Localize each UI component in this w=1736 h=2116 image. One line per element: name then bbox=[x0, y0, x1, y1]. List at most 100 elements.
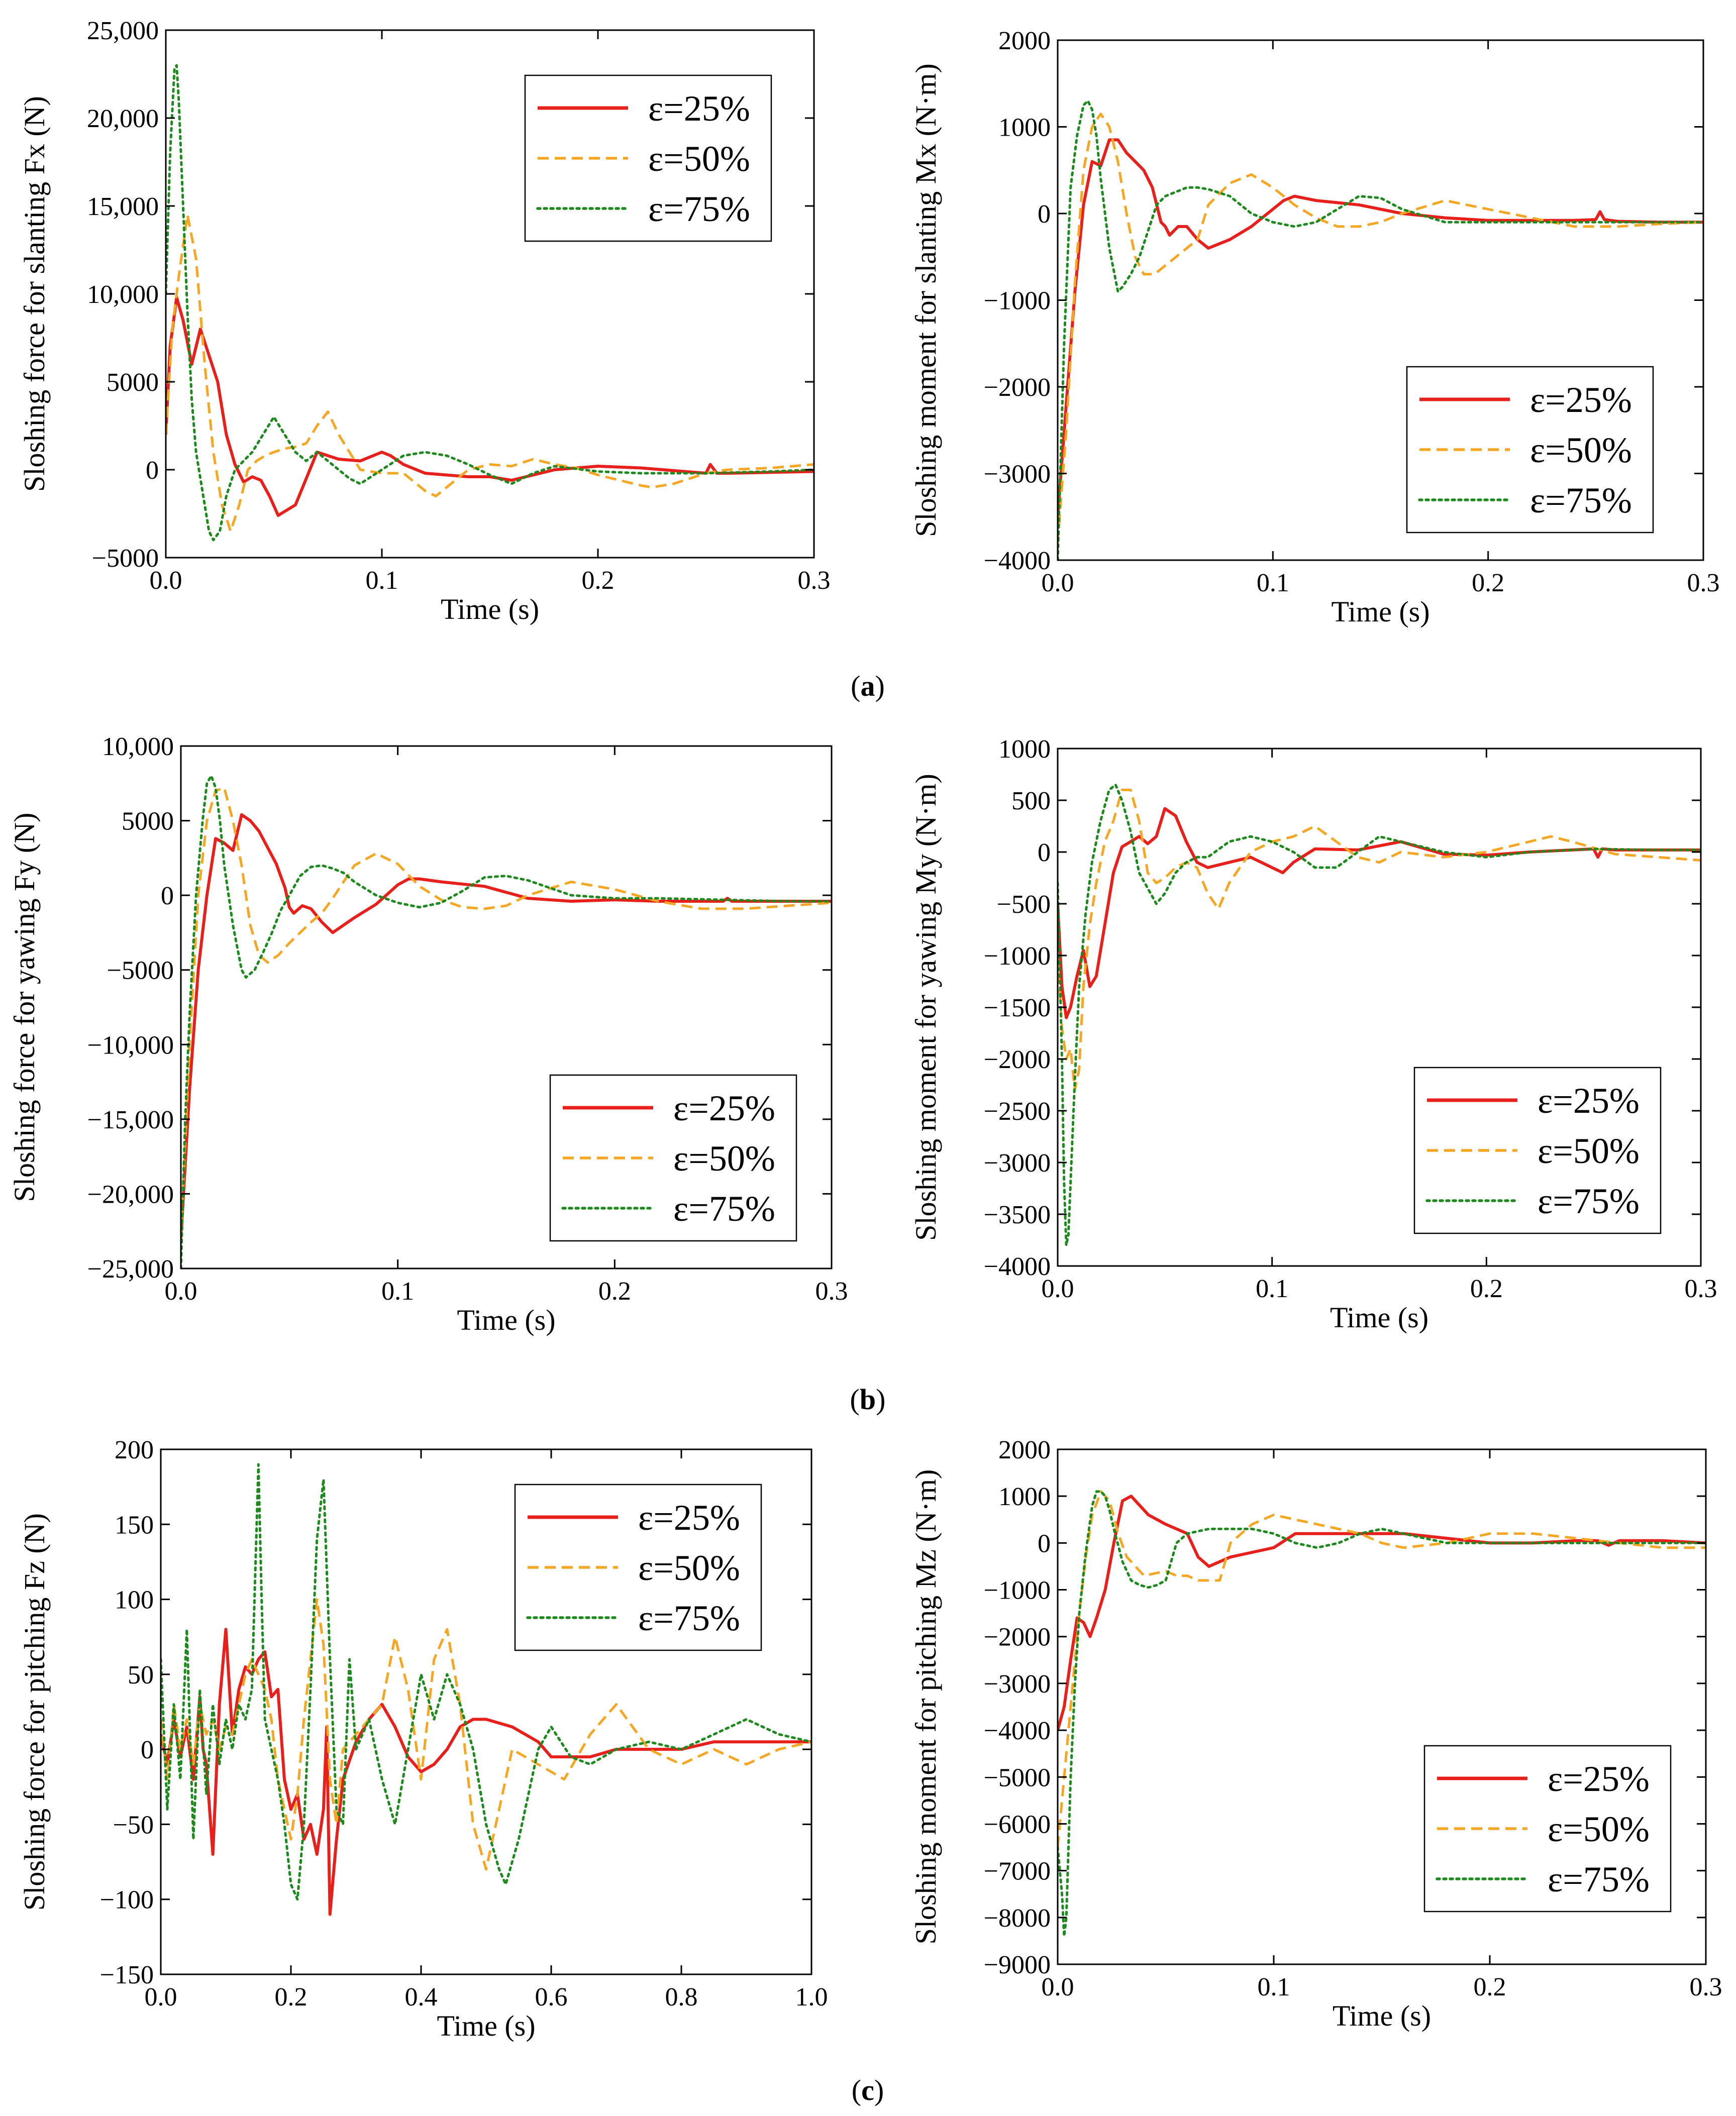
chart-sloshing-force-yawing-fy: 0.0 0.1 0.2 0.3 −25,000 −20,000 −15,000 −10,000… bbox=[8, 732, 848, 1336]
x-tick-label: 0.1 bbox=[1256, 1275, 1288, 1303]
legend-box bbox=[549, 1074, 797, 1242]
x-tick-label: 0.8 bbox=[665, 1983, 698, 2012]
x-tick-label: 0.3 bbox=[798, 566, 831, 595]
x-tick-label: 0.2 bbox=[1474, 1973, 1506, 2001]
legend-label: ε=25% bbox=[673, 1088, 775, 1128]
chart-sloshing-moment-pitching-mz: 0.0 0.1 0.2 0.3 −9000 −8000 −7000 −6000 −5000 −40… bbox=[909, 1436, 1722, 2032]
y-tick-label: −3000 bbox=[984, 1149, 1051, 1178]
y-tick-label: 2000 bbox=[998, 1436, 1051, 1464]
chart-sloshing-moment-yawing-my: 0.0 0.1 0.2 0.3 −4000 −3500 −3000 −2500 −2000 −15… bbox=[909, 735, 1717, 1334]
y-tick-label: −7000 bbox=[984, 1857, 1051, 1886]
caption-b: (b) bbox=[850, 1383, 886, 1416]
legend-label: ε=25% bbox=[638, 1498, 740, 1538]
legend-label: ε=50% bbox=[1530, 430, 1632, 470]
legend-label: ε=75% bbox=[648, 189, 750, 229]
series-line-75-percent bbox=[161, 1463, 811, 1901]
y-axis-title: Sloshing force for pitching Fz (N) bbox=[18, 1513, 51, 1911]
x-tick-label: 0.3 bbox=[815, 1277, 848, 1306]
y-tick-label: 10,000 bbox=[102, 732, 174, 761]
chart-sloshing-moment-slanting-mx: 0.0 0.1 0.2 0.3 −4000 −3000 −2000 −1000 0 1000 200… bbox=[909, 27, 1720, 628]
y-tick-label: −5000 bbox=[984, 1763, 1051, 1792]
y-tick-label: 0 bbox=[146, 456, 159, 485]
legend-label: ε=50% bbox=[673, 1138, 775, 1179]
legend-label: ε=50% bbox=[1538, 1131, 1640, 1171]
y-axis-title: Sloshing force for slanting Fx (N) bbox=[18, 96, 51, 492]
series-line-25-percent bbox=[1058, 807, 1701, 1019]
x-tick-label: 0.1 bbox=[381, 1277, 414, 1306]
x-tick-label: 0.1 bbox=[366, 566, 398, 595]
legend-label: ε=50% bbox=[638, 1548, 740, 1588]
series-line-50-percent bbox=[1058, 113, 1703, 543]
y-tick-label: 25,000 bbox=[87, 17, 159, 45]
legend-box bbox=[524, 74, 772, 242]
legend-label: ε=75% bbox=[1530, 480, 1632, 520]
y-axis-title: Sloshing force for yawing Fy (N) bbox=[8, 813, 41, 1202]
x-axis-title: Time (s) bbox=[437, 2009, 535, 2042]
y-tick-label: 2000 bbox=[998, 27, 1051, 55]
x-tick-label: 0.3 bbox=[1690, 1973, 1722, 2001]
x-tick-label: 0.1 bbox=[1258, 1973, 1290, 2001]
legend: ε=25% ε=50% ε=75% bbox=[549, 1074, 797, 1242]
y-tick-label: 0 bbox=[1038, 838, 1051, 867]
y-tick-label: 5000 bbox=[122, 807, 174, 836]
legend: ε=25% ε=50% ε=75% bbox=[1406, 366, 1654, 534]
x-tick-label: 1.0 bbox=[795, 1983, 828, 2012]
y-axis-title: Sloshing moment for pitching Mz (N·m) bbox=[909, 1469, 942, 1945]
y-tick-label: −2000 bbox=[984, 1045, 1051, 1074]
legend-box bbox=[1423, 1745, 1672, 1913]
plot-frame bbox=[180, 745, 833, 1269]
legend-label: ε=25% bbox=[1530, 380, 1632, 420]
y-tick-label: −10,000 bbox=[87, 1031, 174, 1060]
series-line-25-percent bbox=[161, 1628, 811, 1916]
legend-label: ε=25% bbox=[1538, 1081, 1640, 1121]
legend-label: ε=50% bbox=[648, 139, 750, 179]
legend: ε=25% ε=50% ε=75% bbox=[524, 74, 772, 242]
legend-box bbox=[1413, 1067, 1662, 1234]
x-axis-title: Time (s) bbox=[1330, 1301, 1428, 1334]
series-line-25-percent bbox=[1058, 138, 1703, 517]
legend-box bbox=[514, 1484, 762, 1651]
x-tick-label: 0.0 bbox=[1042, 1275, 1074, 1303]
x-tick-label: 0.2 bbox=[275, 1983, 308, 2012]
y-tick-label: −5000 bbox=[107, 957, 174, 985]
x-axis-title: Time (s) bbox=[457, 1304, 555, 1336]
legend-label: ε=75% bbox=[673, 1189, 775, 1229]
series-line-75-percent bbox=[1058, 1490, 1706, 1938]
y-tick-label: 200 bbox=[115, 1436, 154, 1464]
series-line-75-percent bbox=[181, 774, 832, 1268]
caption-c: (c) bbox=[852, 2074, 884, 2106]
series-line-25-percent bbox=[1058, 1495, 1706, 1731]
x-tick-label: 0.6 bbox=[535, 1983, 568, 2012]
y-tick-label: 50 bbox=[128, 1661, 154, 1689]
legend-label: ε=50% bbox=[1548, 1809, 1650, 1849]
x-tick-label: 0.4 bbox=[405, 1983, 438, 2012]
y-tick-label: 0 bbox=[161, 882, 174, 910]
chart-sloshing-force-pitching-fz: 0.0 0.2 0.4 0.6 0.8 1.0 −150 −100 −50 0 50 100 150 20… bbox=[18, 1436, 828, 2042]
y-axis-title: Sloshing moment for slanting Mx (N·m) bbox=[909, 63, 942, 537]
x-tick-label: 0.3 bbox=[1685, 1275, 1717, 1303]
legend-box bbox=[1406, 366, 1654, 534]
y-tick-label: 15,000 bbox=[87, 192, 159, 221]
legend: ε=25% ε=50% ε=75% bbox=[1423, 1745, 1672, 1913]
y-tick-label: −25,000 bbox=[87, 1255, 174, 1284]
y-tick-label: 5000 bbox=[107, 368, 159, 397]
y-tick-label: −1500 bbox=[984, 994, 1051, 1022]
y-tick-label: −15,000 bbox=[87, 1106, 174, 1134]
y-tick-label: −1000 bbox=[984, 942, 1051, 971]
y-tick-label: 20,000 bbox=[87, 104, 159, 133]
y-tick-label: −2000 bbox=[984, 373, 1051, 402]
series-line-50-percent bbox=[1058, 788, 1701, 1092]
y-axis-title: Sloshing moment for yawing My (N·m) bbox=[909, 774, 942, 1241]
series-line-25-percent bbox=[181, 813, 832, 1239]
y-tick-label: −50 bbox=[113, 1811, 154, 1839]
legend-label: ε=25% bbox=[1548, 1759, 1650, 1799]
caption-a: (a) bbox=[851, 670, 885, 702]
series-line-50-percent bbox=[166, 214, 814, 533]
y-tick-label: 0 bbox=[1038, 200, 1051, 229]
x-tick-label: 0.0 bbox=[145, 1983, 177, 2012]
y-tick-label: −500 bbox=[997, 890, 1051, 919]
x-tick-label: 0.2 bbox=[598, 1277, 631, 1306]
x-tick-label: 0.1 bbox=[1257, 569, 1289, 597]
y-tick-label: −2500 bbox=[984, 1097, 1051, 1126]
